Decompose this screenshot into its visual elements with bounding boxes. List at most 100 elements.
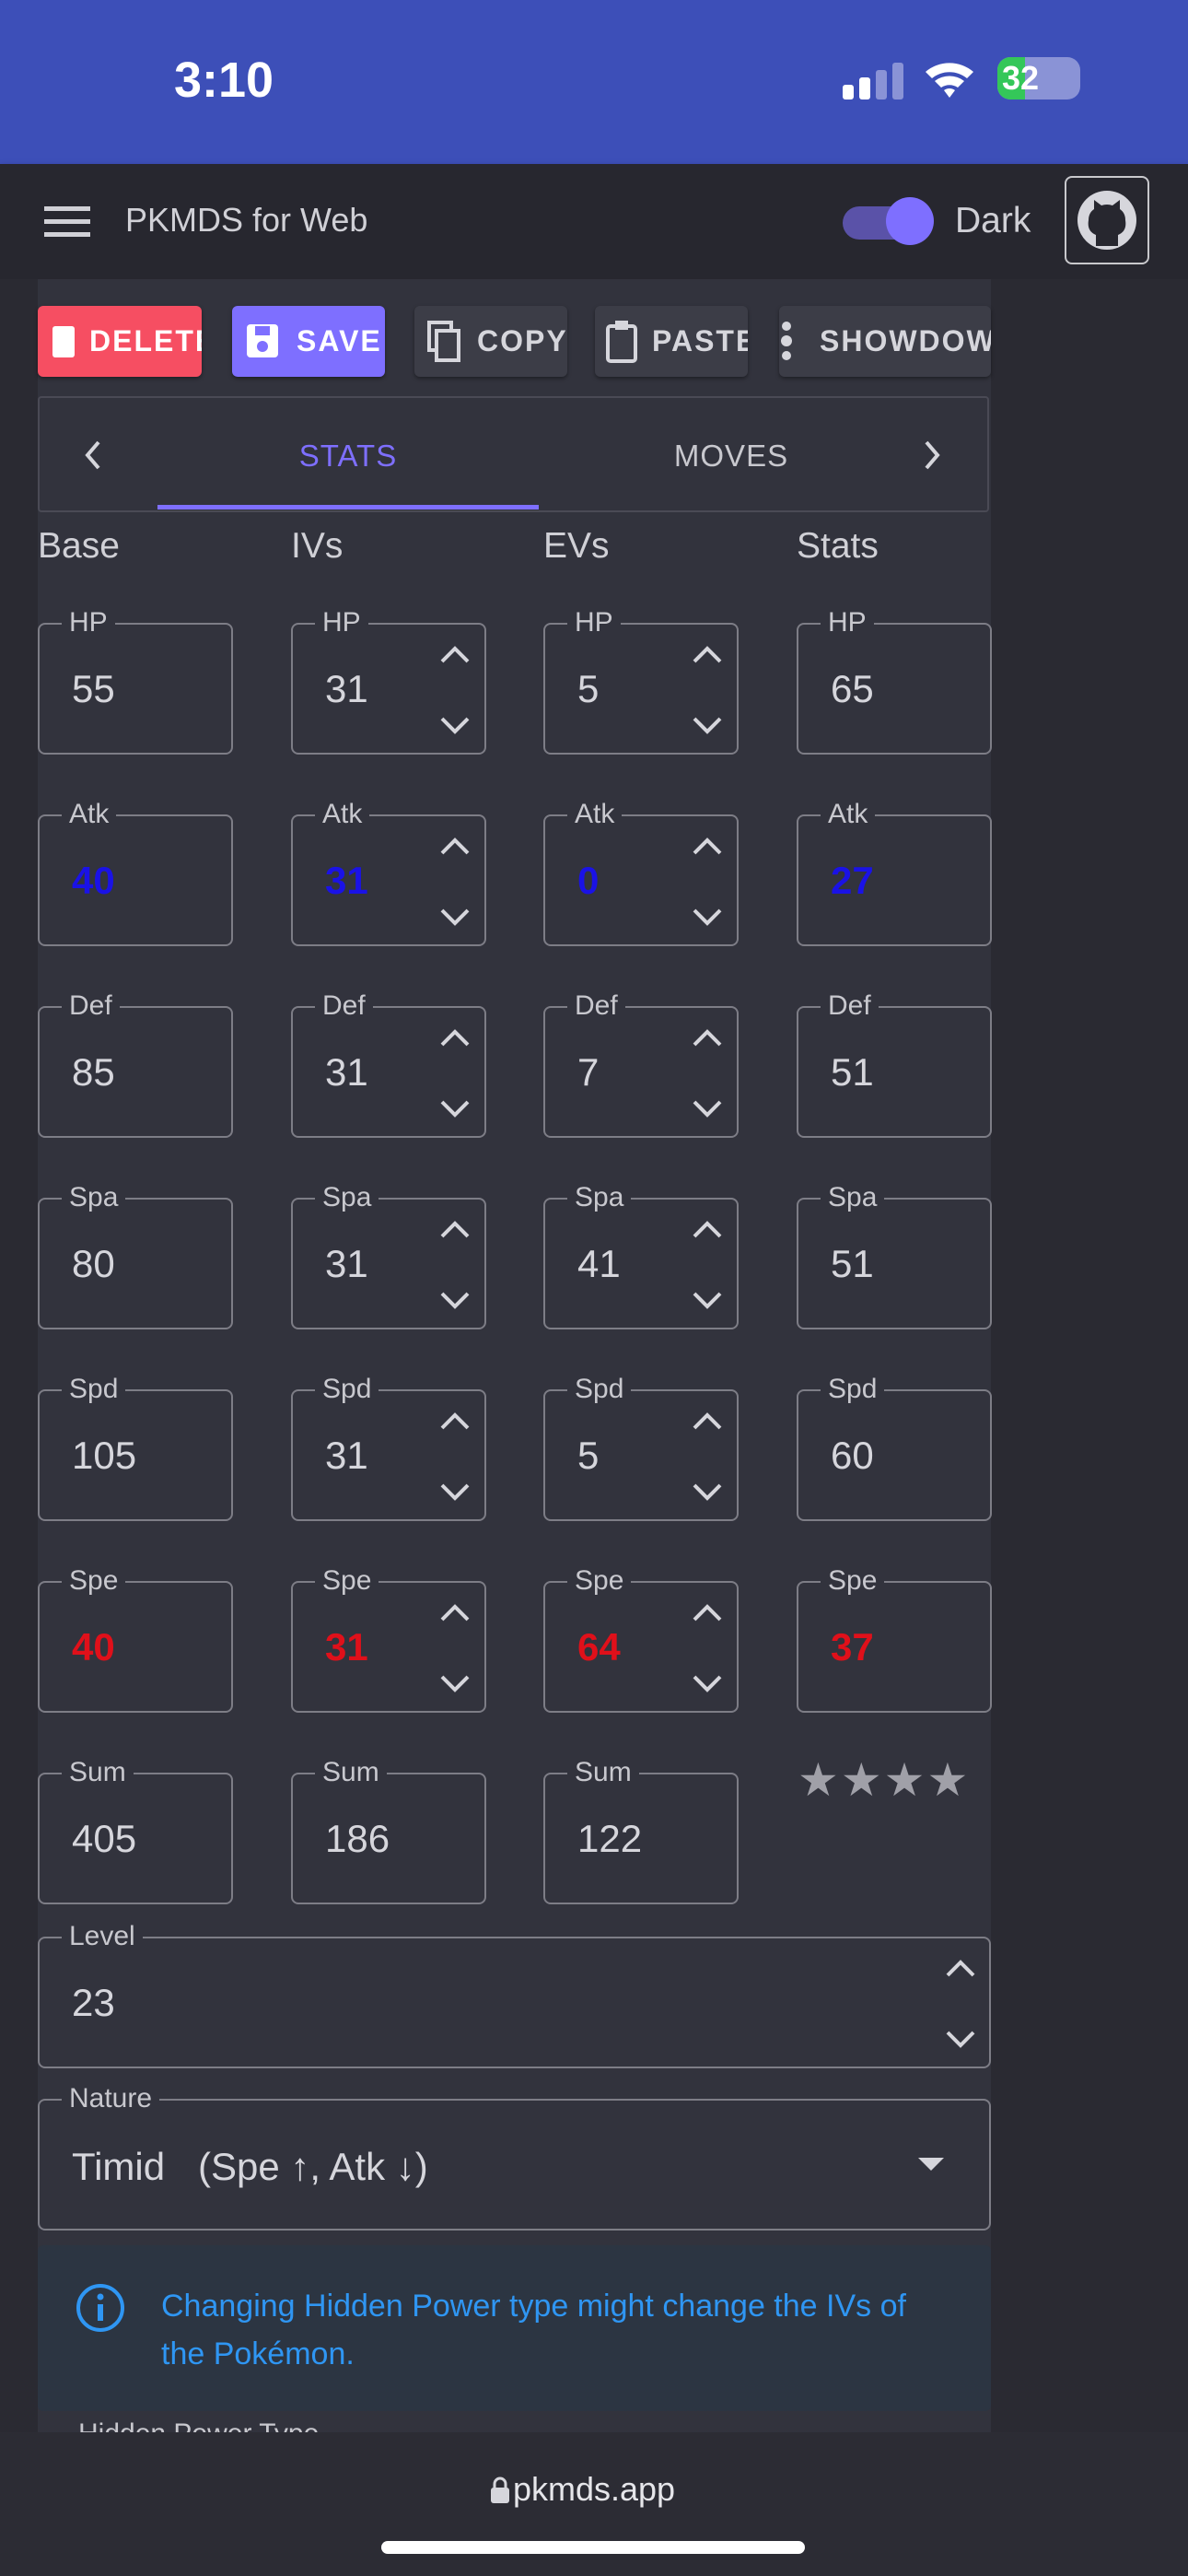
alert: Changing Hidden Power type might change … [38, 2245, 991, 2411]
spinner[interactable] [438, 639, 472, 741]
battery-level: 32 [1002, 59, 1040, 97]
field-label: Atk [62, 799, 117, 830]
level-value: 23 [72, 1981, 115, 2024]
field-label: Spa [567, 1182, 632, 1213]
stat-field[interactable]: Spa 51 [797, 1182, 992, 1329]
stat-field[interactable]: Atk 31 [291, 799, 486, 946]
spinner[interactable] [691, 1406, 724, 1507]
stat-field[interactable]: HP 5 [543, 607, 739, 755]
rating-stars: ★★★★ [798, 1754, 971, 1806]
field-value: 31 [325, 1434, 368, 1477]
field-value: 122 [577, 1817, 643, 1860]
lock-icon [491, 2476, 509, 2503]
field-label: Atk [315, 799, 370, 830]
stat-field[interactable]: Spd 5 [543, 1374, 739, 1521]
field-value: 31 [325, 667, 368, 710]
spinner[interactable] [691, 1598, 724, 1699]
field-label: Sum [62, 1757, 134, 1788]
field-value: 405 [72, 1817, 137, 1860]
spinner[interactable] [691, 1023, 724, 1124]
spinner[interactable] [691, 1214, 724, 1316]
stat-field[interactable]: Spe 37 [797, 1565, 992, 1713]
field-label: HP [567, 607, 621, 638]
spinner[interactable] [944, 1953, 977, 2055]
stat-field[interactable]: HP 65 [797, 607, 992, 755]
field-label: Spd [567, 1374, 632, 1405]
url: pkmds.app [512, 2470, 676, 2508]
stat-field[interactable]: Sum 122 [543, 1757, 739, 1904]
stat-field[interactable]: Def 7 [543, 990, 739, 1138]
stat-field[interactable]: Def 31 [291, 990, 486, 1138]
stat-field[interactable]: Spe 64 [543, 1565, 739, 1713]
tab[interactable]: MOVES [673, 439, 789, 473]
field-label: Def [315, 990, 373, 1022]
spinner[interactable] [691, 831, 724, 932]
tab-prev[interactable] [80, 439, 108, 472]
field-label: Hidden Power Type [78, 2418, 319, 2432]
delete-button[interactable]: DELETE [38, 306, 202, 377]
field-value: 105 [72, 1434, 137, 1477]
stat-field[interactable]: Spa 31 [291, 1182, 486, 1329]
field-value: 5 [577, 1434, 600, 1477]
field-value: 27 [831, 859, 874, 902]
spinner[interactable] [691, 639, 724, 741]
field-value: 0 [577, 859, 600, 902]
toggle-knob [886, 197, 934, 245]
menu-button[interactable] [44, 203, 90, 240]
app-bar [0, 164, 1188, 279]
stat-field[interactable]: Spa 41 [543, 1182, 739, 1329]
nature-value: Timid [72, 2145, 166, 2188]
tab[interactable]: STATS [298, 439, 398, 473]
field-value: 51 [831, 1050, 874, 1094]
stat-field[interactable]: Spe 31 [291, 1565, 486, 1713]
github-button[interactable] [1065, 176, 1149, 264]
field-label: Def [821, 990, 879, 1022]
field-label: Level [62, 1921, 143, 1952]
field-label: HP [62, 607, 115, 638]
stat-field[interactable]: HP 31 [291, 607, 486, 755]
spinner[interactable] [438, 1598, 472, 1699]
tab-indicator [157, 505, 539, 509]
stat-field[interactable]: Def 85 [38, 990, 233, 1138]
wifi-icon [926, 63, 973, 98]
stat-field[interactable]: Spd 31 [291, 1374, 486, 1521]
info-icon [76, 2284, 124, 2332]
column-header: Base [38, 526, 120, 566]
level-field[interactable]: Level 23 [38, 1921, 991, 2068]
tab-next[interactable] [917, 439, 945, 472]
stat-field[interactable]: Def 51 [797, 990, 992, 1138]
stat-field[interactable]: Atk 27 [797, 799, 992, 946]
field-label: Spa [821, 1182, 885, 1213]
spinner[interactable] [438, 1406, 472, 1507]
github-icon [1077, 191, 1136, 250]
stat-field[interactable]: HP 55 [38, 607, 233, 755]
stat-field[interactable]: Atk 0 [543, 799, 739, 946]
nature-field[interactable]: Nature Timid (Spe ↑, Atk ↓) [38, 2083, 991, 2231]
battery-fill [997, 57, 1025, 100]
spinner[interactable] [438, 1214, 472, 1316]
stat-field[interactable]: Spa 80 [38, 1182, 233, 1329]
field-label: Atk [567, 799, 623, 830]
signal-icon [843, 63, 903, 100]
stat-field[interactable]: Spd 60 [797, 1374, 992, 1521]
stat-field[interactable]: Spd 105 [38, 1374, 233, 1521]
showdown-button[interactable]: SHOWDOWN [779, 306, 991, 377]
paste-button[interactable]: PASTE [595, 306, 748, 377]
field-value: 65 [831, 667, 874, 710]
content: DELETE SAVE COPY PASTE SHOWDOWN STATS MO… [0, 279, 1188, 2432]
stat-field[interactable]: Sum 186 [291, 1757, 486, 1904]
button-icons [52, 321, 792, 363]
field-label: Spd [821, 1374, 885, 1405]
field-value: 85 [72, 1050, 115, 1094]
spinner[interactable] [438, 831, 472, 932]
field-value: 37 [831, 1625, 874, 1669]
spinner[interactable] [438, 1023, 472, 1124]
field-value: 186 [325, 1817, 390, 1860]
time: 3:10 [174, 53, 274, 108]
stat-field[interactable]: Atk 40 [38, 799, 233, 946]
field-label: Spe [821, 1565, 885, 1597]
stat-field[interactable]: Spe 40 [38, 1565, 233, 1713]
field-value: 31 [325, 1242, 368, 1285]
stat-field[interactable]: Sum 405 [38, 1757, 233, 1904]
